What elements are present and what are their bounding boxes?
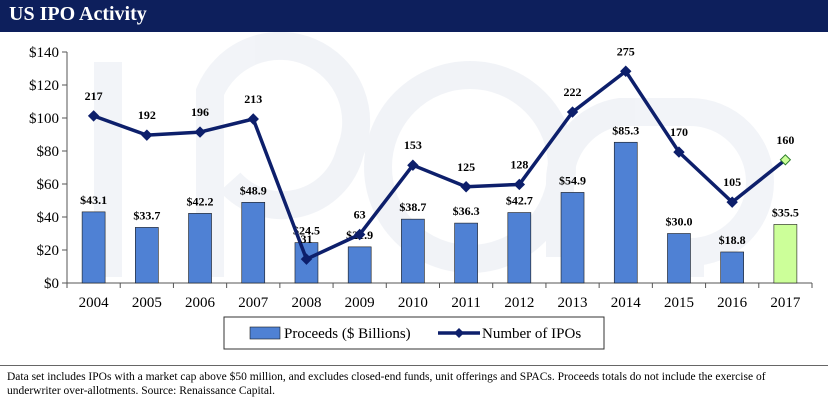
line-data-label: 128 [510,157,528,171]
line-point [247,113,259,125]
bar [401,218,425,284]
line-data-label: 153 [404,138,422,152]
line-data-label: 213 [244,92,262,106]
y-tick-label: $140 [29,45,59,61]
line-data-label: 222 [564,85,582,99]
bar [667,233,691,284]
bar [720,251,744,284]
x-axis-labels: 2004 2005 2006 2007 2008 2009 2010 2011 2012 2013… [79,295,801,311]
line-point [300,253,313,265]
x-tick-label: 2010 [398,295,428,311]
bar [347,246,372,284]
bar [773,224,798,284]
legend-bar-swatch [249,326,281,340]
x-tick-label: 2014 [611,295,642,311]
x-tick-label: 2005 [132,295,162,311]
x-tick-label: 2007 [238,295,269,311]
legend-box [223,316,605,350]
y-tick-label: $40 [37,210,60,226]
line-data-label: 170 [670,125,688,139]
line-data-label: 125 [457,160,475,174]
bar-data-label: $43.1 [80,193,107,207]
line-data-label: 196 [191,105,209,119]
legend-label-proceeds: Proceeds ($ Billions) [284,326,411,342]
line-data-label: 31 [300,232,312,246]
bar-data-label: $38.7 [399,200,426,214]
bar-data-label: $42.7 [506,194,533,208]
line-point [460,181,472,193]
chart-title: US IPO Activity [9,3,147,25]
bar-data-label: $54.9 [559,173,586,187]
bar [454,222,478,284]
bar-data-label: $18.8 [719,233,746,247]
x-tick-label: 2006 [185,295,216,311]
footnote: Data set includes IPOs with a market cap… [7,371,766,397]
ipo-chart: $0 $20 $40 $60 $80 $100 $120 $140 $43.1 $33.7 $42… [29,32,813,350]
bar-data-label: $24.5 [293,224,320,238]
line-point [673,146,685,158]
bar [81,211,106,284]
line-point [194,126,206,138]
x-tick-label: 2017 [770,295,801,311]
line-point [726,196,738,208]
bar [560,192,585,284]
x-tick-label: 2012 [504,295,534,311]
y-tick-label: $80 [37,144,60,160]
x-tick-label: 2008 [291,295,321,311]
x-tick-label: 2015 [664,295,694,311]
x-tick-label: 2004 [79,295,110,311]
y-tick-label: $60 [37,177,60,193]
bar-labels: $43.1$33.7$42.2$48.9$24.5$21.9$38.7$36.3… [80,123,799,247]
y-tick-label: $0 [44,276,59,292]
x-tick-label: 2013 [558,295,588,311]
line-data-label: 217 [85,89,103,103]
line-point [566,106,579,118]
y-tick-label: $20 [37,243,60,259]
line-data-label: 192 [138,108,156,122]
line-point [87,110,100,122]
bar [241,202,266,284]
y-tick-label: $100 [29,111,59,127]
bar-data-label: $30.0 [665,215,692,229]
line-point [620,65,632,77]
chart-legend: Proceeds ($ Billions) Number of IPOs [223,316,605,350]
bar [188,213,212,284]
line-point [407,159,419,171]
bar-data-label: $85.3 [612,123,639,137]
y-tick-label: $120 [29,78,59,94]
line-data-label: 160 [776,133,794,147]
line-point [513,178,526,191]
line-point [141,129,153,141]
x-tick-label: 2009 [345,295,375,311]
legend-line-marker [454,328,464,338]
legend-label-ipos: Number of IPOs [482,326,581,342]
chart-header: US IPO Activity [0,0,828,32]
line-point [779,154,792,166]
line-path [93,69,787,261]
line-data-label: 275 [617,44,635,58]
bar-data-label: $42.2 [187,194,214,208]
line-series [87,65,792,265]
x-tick-label: 2011 [451,295,480,311]
bar-series [81,141,798,284]
line-labels: 217 192 196 213 31 63 153 125 128 222 275 170 105 160 [85,44,795,246]
bar-data-label: $48.9 [240,183,267,197]
bar [507,212,532,284]
line-data-label: 63 [354,207,366,221]
line-point [353,228,366,241]
bar-data-label: $33.7 [133,208,160,222]
x-tick-label: 2016 [717,295,748,311]
bar-data-label: $36.3 [453,204,480,218]
bar [135,227,159,284]
footnote-divider [0,365,828,366]
bar [613,141,638,284]
bar-data-label: $35.5 [772,205,799,219]
line-data-label: 105 [723,175,741,189]
